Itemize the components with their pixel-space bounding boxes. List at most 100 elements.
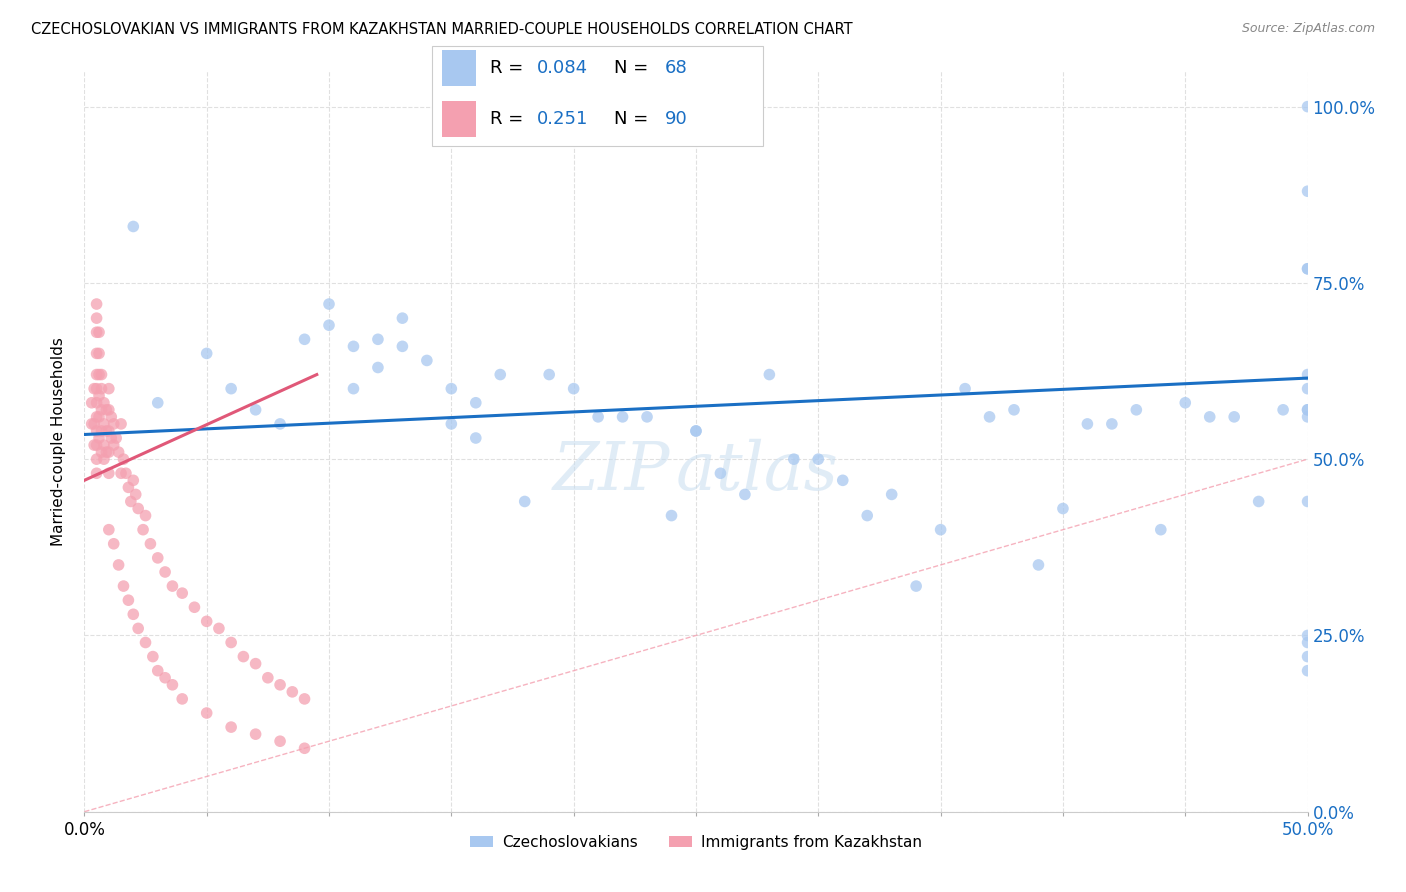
FancyBboxPatch shape [443,50,477,86]
Point [880,487,903,501]
Point [93,396,115,410]
Point [153,565,176,579]
Point [612,409,634,424]
Point [1296,494,1319,508]
Point [257,671,280,685]
Point [1296,402,1319,417]
Point [162,678,184,692]
Point [1296,261,1319,276]
Point [245,727,267,741]
Point [538,368,561,382]
Point [1101,417,1123,431]
Point [1198,409,1220,424]
Point [661,508,683,523]
Point [1223,409,1246,424]
Point [117,480,139,494]
Point [807,452,830,467]
Point [1002,402,1025,417]
Text: 68: 68 [665,59,688,78]
Point [636,409,658,424]
Point [391,311,413,326]
Point [122,219,145,234]
Text: R =: R = [489,111,534,128]
Point [1296,635,1319,649]
Point [979,409,1001,424]
Point [112,452,135,467]
Point [1247,494,1270,508]
Point [96,424,118,438]
Point [294,741,316,756]
Point [391,339,413,353]
Point [367,332,389,346]
Point [86,325,108,339]
Point [90,368,112,382]
Point [122,607,145,622]
Point [117,593,139,607]
Point [294,332,316,346]
Point [86,409,108,424]
Point [127,621,149,635]
Point [1028,558,1050,572]
Point [87,431,110,445]
Point [97,445,120,459]
Point [929,523,952,537]
Point [685,424,707,438]
Point [135,508,157,523]
Point [93,438,115,452]
Point [107,445,129,459]
Point [183,600,205,615]
Point [80,417,103,431]
Point [318,297,340,311]
Text: 0.251: 0.251 [537,111,588,128]
Point [122,473,145,487]
Point [86,467,108,481]
Point [100,409,122,424]
Point [83,417,105,431]
Text: Source: ZipAtlas.com: Source: ZipAtlas.com [1241,22,1375,36]
Point [1150,523,1173,537]
Point [97,523,120,537]
Point [90,402,112,417]
Point [100,431,122,445]
Point [440,382,463,396]
Point [464,431,486,445]
Point [86,424,108,438]
Point [318,318,340,333]
Point [685,424,707,438]
Point [139,537,162,551]
Point [586,409,609,424]
Point [269,417,291,431]
Point [172,586,194,600]
Point [86,382,108,396]
Point [110,467,132,481]
Point [97,402,120,417]
Point [562,382,585,396]
Point [245,402,267,417]
Point [87,409,110,424]
Point [1296,368,1319,382]
Text: 0.084: 0.084 [537,59,588,78]
Point [127,501,149,516]
Point [416,353,439,368]
Point [758,368,780,382]
Point [83,382,105,396]
Point [1296,100,1319,114]
Point [1272,402,1295,417]
Text: N =: N = [614,111,654,128]
Point [86,438,108,452]
Point [219,382,242,396]
Text: N =: N = [614,59,654,78]
Point [153,671,176,685]
Point [93,452,115,467]
Text: ZIP atlas: ZIP atlas [553,439,839,504]
Point [112,579,135,593]
Point [953,382,976,396]
Point [87,368,110,382]
Point [86,396,108,410]
Point [709,467,731,481]
Point [195,346,218,360]
Point [219,720,242,734]
Point [1125,402,1147,417]
Point [269,734,291,748]
Point [80,396,103,410]
